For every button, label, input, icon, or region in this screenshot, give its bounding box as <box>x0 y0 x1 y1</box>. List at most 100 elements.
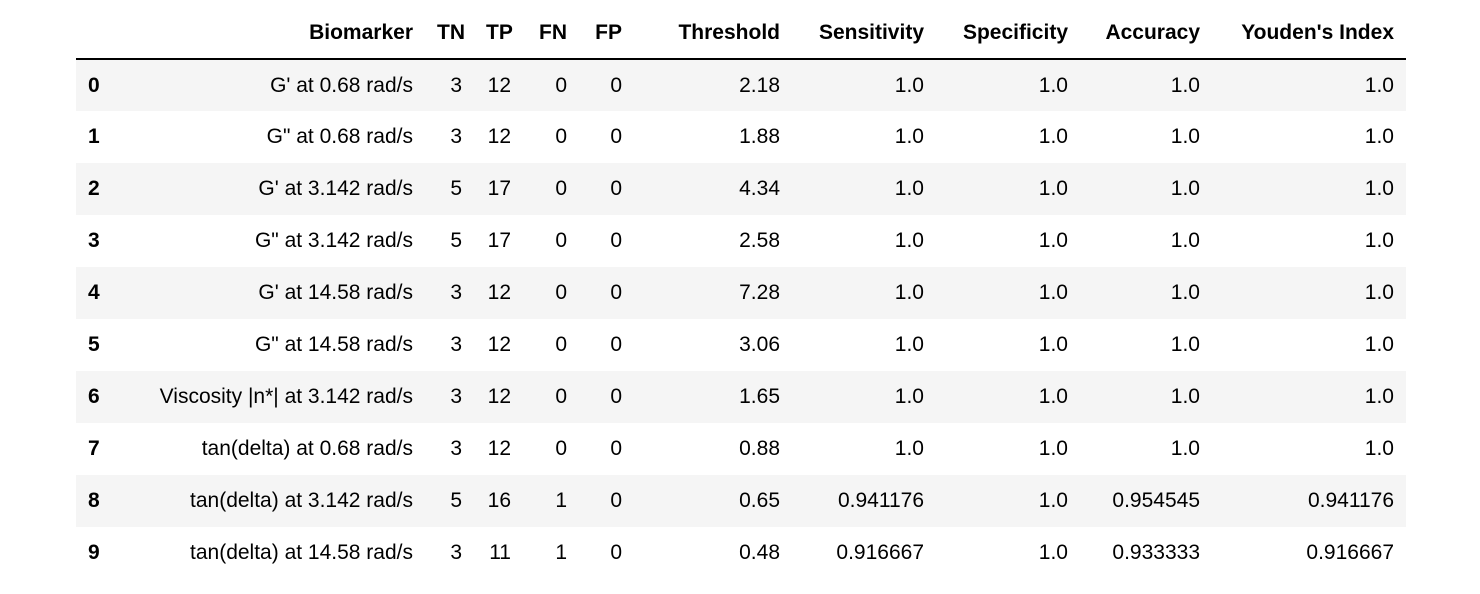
cell-accuracy: 1.0 <box>1170 281 1200 304</box>
cell-biomarker: tan(delta) at 0.68 rad/s <box>201 437 413 460</box>
cell-accuracy: 1.0 <box>1170 437 1200 460</box>
cell-specificity: 1.0 <box>1038 541 1068 564</box>
row-index: 0 <box>88 73 100 97</box>
cell-fn: 0 <box>555 281 567 304</box>
cell-specificity: 1.0 <box>1038 125 1068 148</box>
row-index: 9 <box>88 541 100 564</box>
table-row: 1 G" at 0.68 rad/s 3 12 0 0 1.88 1.0 1.0… <box>76 111 1406 163</box>
cell-sensitivity: 1.0 <box>894 73 924 97</box>
header-threshold: Threshold <box>634 8 792 60</box>
cell-accuracy: 1.0 <box>1170 385 1200 408</box>
header-tp: TP <box>474 8 523 60</box>
table-row: 9 tan(delta) at 14.58 rad/s 3 11 1 0 0.4… <box>76 527 1406 579</box>
cell-sensitivity: 1.0 <box>894 333 924 356</box>
row-index: 2 <box>88 177 100 200</box>
cell-youdens-index: 1.0 <box>1364 177 1394 200</box>
cell-youdens-index: 1.0 <box>1364 281 1394 304</box>
cell-tp: 12 <box>487 281 511 304</box>
cell-tp: 16 <box>487 489 511 512</box>
header-row: Biomarker TN TP FN FP Threshold Sensitiv… <box>76 8 1406 60</box>
header-fn: FN <box>523 8 579 60</box>
cell-specificity: 1.0 <box>1038 437 1068 460</box>
cell-tn: 3 <box>450 281 462 304</box>
header-youdens-index: Youden's Index <box>1212 8 1406 60</box>
cell-threshold: 2.58 <box>739 229 780 252</box>
cell-fn: 0 <box>555 229 567 252</box>
cell-fn: 0 <box>555 437 567 460</box>
dataframe-output: Biomarker TN TP FN FP Threshold Sensitiv… <box>76 8 1406 579</box>
cell-biomarker: tan(delta) at 3.142 rad/s <box>190 489 413 512</box>
cell-biomarker: Viscosity |n*| at 3.142 rad/s <box>159 385 413 408</box>
cell-accuracy: 1.0 <box>1170 73 1200 97</box>
cell-tn: 3 <box>450 385 462 408</box>
cell-tp: 12 <box>487 437 511 460</box>
cell-tp: 12 <box>487 73 511 97</box>
cell-sensitivity: 0.916667 <box>836 541 924 564</box>
cell-tn: 3 <box>450 437 462 460</box>
cell-youdens-index: 1.0 <box>1364 229 1394 252</box>
table-row: 0 G' at 0.68 rad/s 3 12 0 0 2.18 1.0 1.0… <box>76 59 1406 111</box>
cell-tn: 3 <box>450 541 462 564</box>
cell-tn: 3 <box>450 125 462 148</box>
cell-youdens-index: 1.0 <box>1364 333 1394 356</box>
cell-fp: 0 <box>610 73 622 97</box>
cell-biomarker: G" at 0.68 rad/s <box>266 125 413 148</box>
cell-biomarker: G" at 3.142 rad/s <box>254 229 413 252</box>
cell-sensitivity: 1.0 <box>894 125 924 148</box>
table-row: 5 G" at 14.58 rad/s 3 12 0 0 3.06 1.0 1.… <box>76 319 1406 371</box>
cell-sensitivity: 1.0 <box>894 281 924 304</box>
table-body: 0 G' at 0.68 rad/s 3 12 0 0 2.18 1.0 1.0… <box>76 59 1406 579</box>
header-sensitivity: Sensitivity <box>792 8 936 60</box>
cell-tp: 12 <box>487 125 511 148</box>
cell-tp: 12 <box>487 385 511 408</box>
cell-youdens-index: 0.916667 <box>1306 541 1394 564</box>
cell-fp: 0 <box>610 281 622 304</box>
cell-specificity: 1.0 <box>1038 489 1068 512</box>
cell-tn: 5 <box>450 229 462 252</box>
cell-fn: 0 <box>555 385 567 408</box>
cell-specificity: 1.0 <box>1038 73 1068 97</box>
row-index: 8 <box>88 489 100 512</box>
cell-sensitivity: 1.0 <box>894 385 924 408</box>
cell-specificity: 1.0 <box>1038 281 1068 304</box>
cell-specificity: 1.0 <box>1038 333 1068 356</box>
cell-fn: 0 <box>555 177 567 200</box>
table-row: 2 G' at 3.142 rad/s 5 17 0 0 4.34 1.0 1.… <box>76 163 1406 215</box>
table-row: 4 G' at 14.58 rad/s 3 12 0 0 7.28 1.0 1.… <box>76 267 1406 319</box>
cell-tp: 17 <box>487 177 511 200</box>
row-index: 4 <box>88 281 100 304</box>
cell-fp: 0 <box>610 125 622 148</box>
cell-fp: 0 <box>610 385 622 408</box>
cell-biomarker: G' at 0.68 rad/s <box>270 73 413 97</box>
cell-fn: 0 <box>555 125 567 148</box>
cell-fp: 0 <box>610 177 622 200</box>
cell-fn: 1 <box>555 489 567 512</box>
table-row: 3 G" at 3.142 rad/s 5 17 0 0 2.58 1.0 1.… <box>76 215 1406 267</box>
table-row: 7 tan(delta) at 0.68 rad/s 3 12 0 0 0.88… <box>76 423 1406 475</box>
cell-sensitivity: 1.0 <box>894 229 924 252</box>
cell-fp: 0 <box>610 437 622 460</box>
cell-tp: 17 <box>487 229 511 252</box>
cell-tn: 5 <box>450 177 462 200</box>
cell-threshold: 7.28 <box>739 281 780 304</box>
row-index: 6 <box>88 385 100 408</box>
header-fp: FP <box>579 8 634 60</box>
row-index: 7 <box>88 437 100 460</box>
cell-specificity: 1.0 <box>1038 177 1068 200</box>
cell-tp: 12 <box>487 333 511 356</box>
table-row: 6 Viscosity |n*| at 3.142 rad/s 3 12 0 0… <box>76 371 1406 423</box>
header-biomarker: Biomarker <box>112 8 425 60</box>
cell-accuracy: 1.0 <box>1170 229 1200 252</box>
cell-threshold: 1.65 <box>739 385 780 408</box>
cell-sensitivity: 0.941176 <box>837 489 924 512</box>
cell-threshold: 2.18 <box>739 73 780 97</box>
cell-biomarker: G' at 14.58 rad/s <box>258 281 413 304</box>
header-index <box>76 8 112 60</box>
cell-sensitivity: 1.0 <box>894 177 924 200</box>
cell-fn: 0 <box>555 333 567 356</box>
row-index: 1 <box>88 125 100 148</box>
cell-youdens-index: 1.0 <box>1364 385 1394 408</box>
cell-fn: 1 <box>555 541 567 564</box>
cell-fp: 0 <box>610 229 622 252</box>
cell-biomarker: G" at 14.58 rad/s <box>254 333 413 356</box>
